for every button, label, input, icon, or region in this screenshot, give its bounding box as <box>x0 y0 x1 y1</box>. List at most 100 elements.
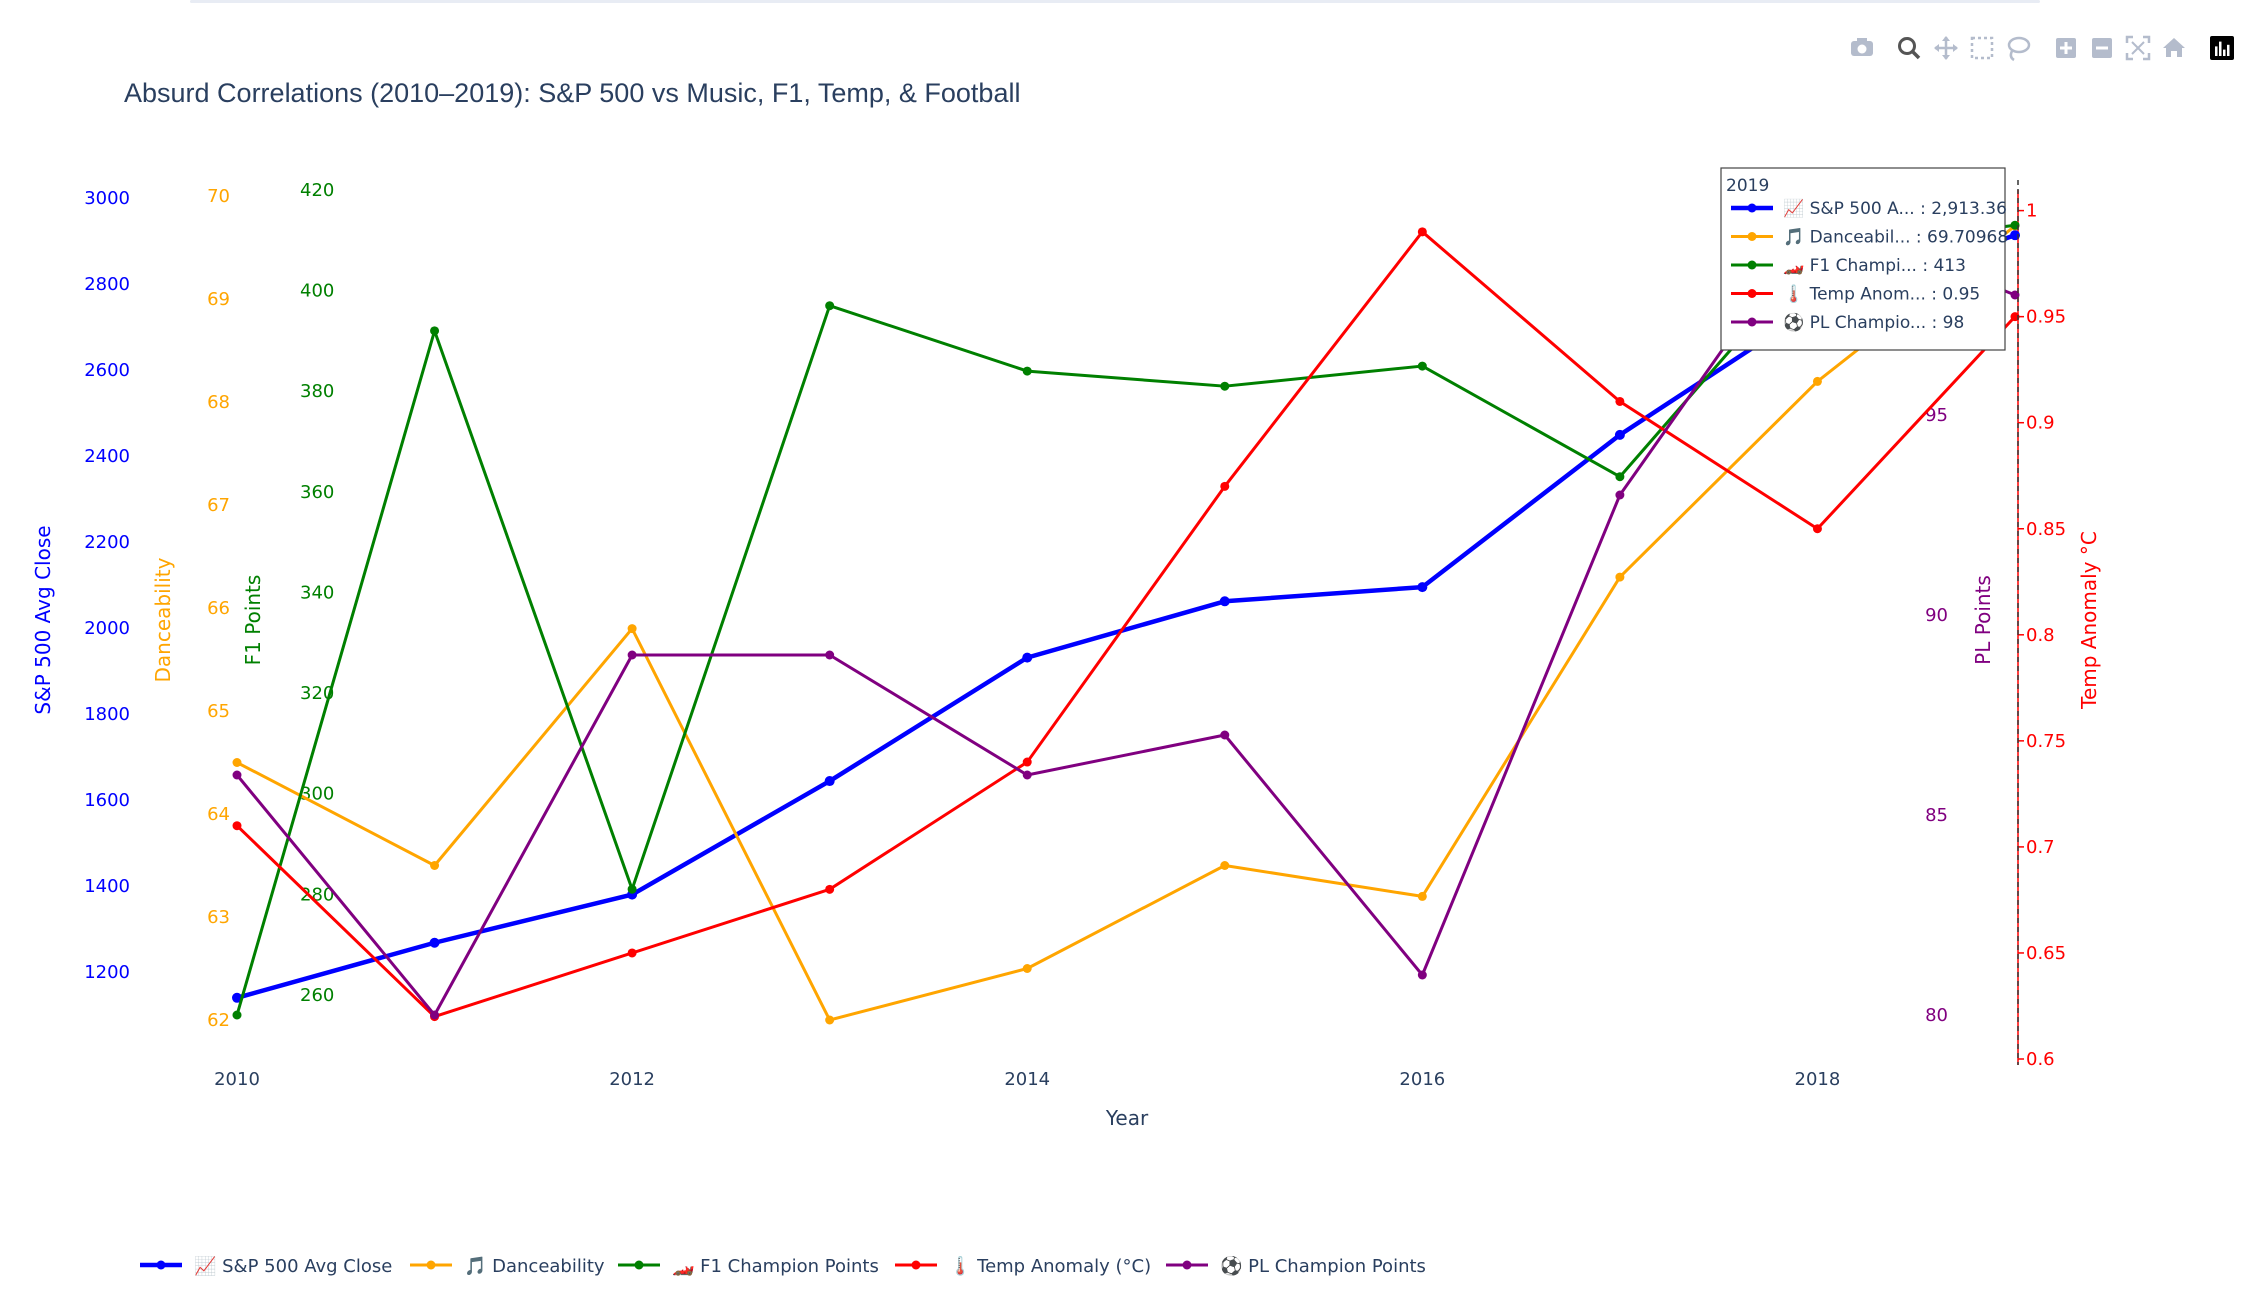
pl-point[interactable] <box>1022 770 1032 780</box>
dance-point[interactable] <box>1220 861 1230 870</box>
dance-point[interactable] <box>825 1015 835 1025</box>
temp-point[interactable] <box>825 884 835 894</box>
legend-item-sp500[interactable]: 📈 S&P 500 Avg Close <box>140 1255 392 1277</box>
legend-item-temp[interactable]: 🌡️ Temp Anomaly (°C) <box>895 1255 1151 1277</box>
hover-row-text: 🎵 Danceabil... : 69.70968 <box>1783 228 2008 248</box>
pl-point[interactable] <box>825 650 835 660</box>
temp-tick-label: 0.7 <box>2026 837 2055 858</box>
pl-tick-label: 85 <box>1925 805 1948 826</box>
pl-line <box>235 213 2016 1017</box>
sp500-point[interactable] <box>1022 652 1033 663</box>
dance-tick-label: 62 <box>207 1010 230 1031</box>
dance-axis: 62 63 64 65 66 67 68 69 70 Danceability <box>151 186 230 1031</box>
temp-tick-label: 0.85 <box>2026 519 2066 540</box>
dance-point[interactable] <box>1022 964 1032 973</box>
pl-tick-label: 80 <box>1925 1005 1948 1026</box>
f1-point[interactable] <box>1220 381 1230 391</box>
box-select-icon[interactable] <box>1970 36 1994 60</box>
sp500-point[interactable] <box>1614 429 1625 440</box>
plotly-logo-icon[interactable] <box>2210 36 2234 60</box>
temp-point[interactable] <box>232 821 242 831</box>
temp-point[interactable] <box>1615 396 1625 406</box>
sp500-point[interactable] <box>1417 582 1428 593</box>
dance-axis-title: Danceability <box>151 557 175 682</box>
f1-tick-label: 400 <box>300 281 334 302</box>
sp500-tick-label: 2000 <box>84 618 130 639</box>
zoom-in-icon[interactable] <box>2056 38 2076 58</box>
pl-point[interactable] <box>1417 970 1427 980</box>
hover-row-text: 🌡️ Temp Anom... : 0.95 <box>1783 284 1980 305</box>
pl-point[interactable] <box>1220 730 1230 740</box>
f1-point[interactable] <box>1417 361 1427 371</box>
legend-item-pl[interactable]: ⚽ PL Champion Points <box>1166 1255 1426 1277</box>
f1-tick-label: 280 <box>300 884 334 905</box>
dance-tick-label: 70 <box>207 186 230 207</box>
f1-tick-label: 380 <box>300 381 334 402</box>
dance-tick-label: 68 <box>207 392 230 413</box>
dance-point[interactable] <box>430 861 440 870</box>
x-axis-title: Year <box>1105 1106 1149 1130</box>
hover-tooltip: 2019 📈 S&P 500 A... : 2,913.36 🎵 Danceabil… <box>1720 167 2008 351</box>
plot-lines <box>232 210 2020 1025</box>
dance-point[interactable] <box>1417 891 1427 901</box>
dance-point[interactable] <box>627 624 637 634</box>
temp-point[interactable] <box>627 948 637 958</box>
f1-tick-label: 320 <box>300 683 334 704</box>
sp500-point[interactable] <box>824 776 835 787</box>
dance-tick-label: 64 <box>207 804 230 825</box>
dance-tick-label: 65 <box>207 701 230 722</box>
legend-label: 🌡️ Temp Anomaly (°C) <box>949 1255 1151 1277</box>
sp500-tick-label: 1600 <box>84 790 130 811</box>
temp-tick-label: 0.9 <box>2026 413 2055 434</box>
sp500-point[interactable] <box>429 937 440 948</box>
f1-point[interactable] <box>1022 366 1032 376</box>
zoom-icon[interactable] <box>1898 37 1921 60</box>
pl-point[interactable] <box>232 770 242 780</box>
pl-axis-title: PL Points <box>1971 575 1995 665</box>
f1-tick-label: 360 <box>300 482 334 503</box>
legend[interactable]: 📈 S&P 500 Avg Close 🎵 Danceability 🏎️ F1 C… <box>140 1255 1426 1277</box>
f1-point[interactable] <box>232 1010 242 1020</box>
zoom-out-icon[interactable] <box>2092 38 2112 58</box>
f1-point[interactable] <box>627 884 637 894</box>
camera-icon[interactable] <box>1851 38 1873 56</box>
hover-swatch-point <box>1747 232 1757 241</box>
pl-point[interactable] <box>430 1010 440 1020</box>
modebar[interactable] <box>1851 35 2234 62</box>
dance-point[interactable] <box>232 758 242 767</box>
temp-point[interactable] <box>1417 227 1427 237</box>
dance-point[interactable] <box>1812 376 1822 386</box>
lasso-icon[interactable] <box>2007 36 2031 62</box>
sp500-tick-label: 2800 <box>84 274 130 295</box>
hover-swatch-point <box>1747 289 1757 298</box>
f1-line <box>235 223 2016 1016</box>
sp500-axis-title: S&P 500 Avg Close <box>31 525 55 714</box>
f1-point[interactable] <box>825 301 835 311</box>
sp500-line <box>236 233 2016 1000</box>
autoscale-icon[interactable] <box>2125 35 2151 61</box>
temp-tick-label: 1 <box>2026 201 2037 222</box>
pl-point[interactable] <box>627 650 637 660</box>
dance-tick-label: 67 <box>207 495 230 516</box>
legend-label: 📈 S&P 500 Avg Close <box>194 1255 392 1277</box>
f1-tick-label: 300 <box>300 784 334 805</box>
temp-point[interactable] <box>1220 481 1230 491</box>
f1-point[interactable] <box>1615 472 1625 482</box>
dance-series <box>232 221 2020 1025</box>
temp-point[interactable] <box>1022 757 1032 767</box>
reset-axes-icon[interactable] <box>2163 38 2185 57</box>
top-scroll-edge <box>190 0 2040 3</box>
temp-point[interactable] <box>1812 524 1822 534</box>
legend-item-dance[interactable]: 🎵 Danceability <box>410 1256 605 1277</box>
dance-point[interactable] <box>1615 572 1625 582</box>
pan-icon[interactable] <box>1934 36 1958 60</box>
sp500-tick-label: 3000 <box>84 188 130 209</box>
dance-tick-label: 66 <box>207 598 230 619</box>
f1-point[interactable] <box>430 326 440 336</box>
legend-label: ⚽ PL Champion Points <box>1219 1255 1426 1277</box>
pl-point[interactable] <box>1615 490 1625 500</box>
sp500-point[interactable] <box>1219 596 1230 607</box>
legend-item-f1[interactable]: 🏎️ F1 Champion Points <box>618 1256 879 1277</box>
sp500-point[interactable] <box>232 992 242 1003</box>
x-axis: 2010 2012 2014 2016 2018 Year <box>214 1069 1840 1130</box>
